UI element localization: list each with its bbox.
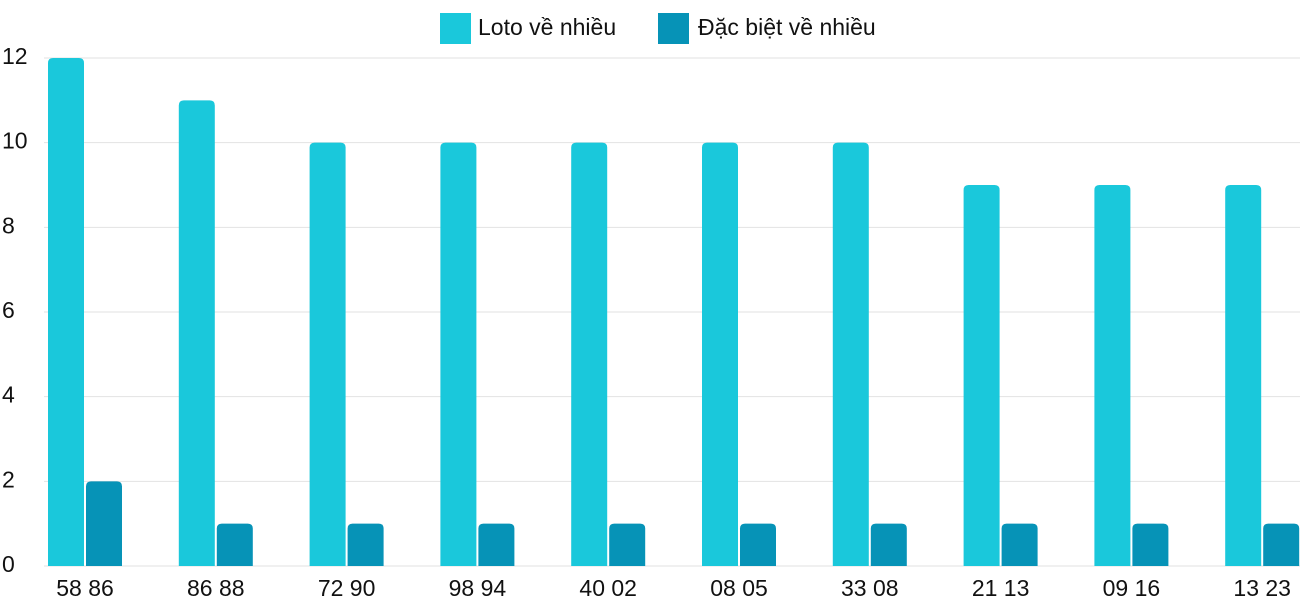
y-tick-label: 8 — [2, 212, 15, 238]
y-tick-label: 2 — [2, 466, 15, 492]
bar — [1001, 523, 1038, 566]
x-tick-label: 33 08 — [841, 575, 899, 600]
bar — [440, 142, 477, 566]
x-tick-label: 13 23 — [1233, 575, 1291, 600]
legend-label: Đặc biệt về nhiều — [698, 14, 876, 40]
bar — [216, 523, 253, 566]
bar — [1132, 523, 1169, 566]
bar — [86, 481, 122, 566]
bar — [178, 100, 215, 566]
bar — [571, 142, 608, 566]
bar — [478, 523, 515, 566]
bar — [609, 523, 646, 566]
legend-label: Loto về nhiều — [478, 14, 616, 40]
bar — [309, 142, 346, 566]
bar — [740, 523, 776, 566]
x-tick-label: 86 88 — [187, 575, 245, 600]
bar — [1263, 523, 1300, 566]
y-tick-label: 0 — [2, 551, 15, 577]
x-tick-label: 40 02 — [579, 575, 637, 600]
bar — [702, 142, 738, 566]
x-tick-label: 09 16 — [1103, 575, 1161, 600]
bar — [1225, 185, 1262, 566]
y-tick-label: 10 — [2, 128, 28, 154]
bar — [1094, 185, 1131, 566]
y-tick-label: 6 — [2, 297, 15, 323]
y-tick-label: 4 — [2, 382, 15, 408]
legend-swatch — [658, 13, 689, 44]
bar — [870, 523, 907, 566]
x-tick-label: 98 94 — [449, 575, 507, 600]
bar — [48, 58, 84, 566]
y-tick-label: 12 — [2, 43, 28, 69]
x-tick-label: 58 86 — [56, 575, 114, 600]
bar — [347, 523, 384, 566]
legend-swatch — [440, 13, 471, 44]
x-tick-label: 08 05 — [710, 575, 768, 600]
bar — [963, 185, 1000, 566]
x-tick-label: 72 90 — [318, 575, 376, 600]
x-tick-label: 21 13 — [972, 575, 1030, 600]
bar — [832, 142, 869, 566]
